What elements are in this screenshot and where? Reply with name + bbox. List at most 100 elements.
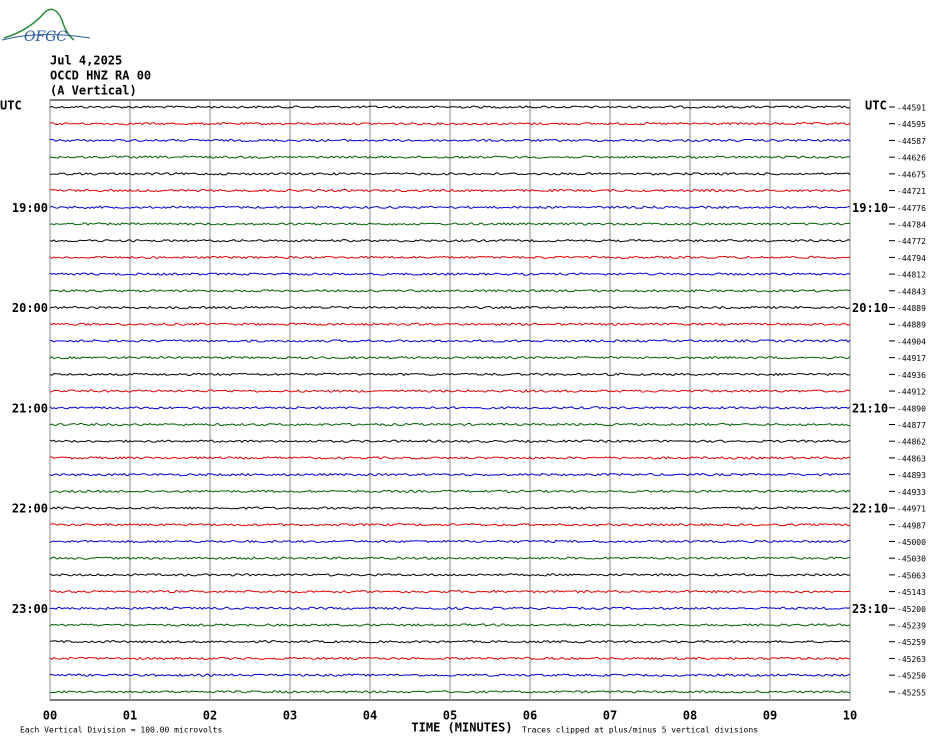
x-tick-label: 02 <box>203 709 217 723</box>
trace <box>49 138 851 143</box>
logo: OFGC <box>1 8 91 45</box>
right-time-label: 19:10 <box>852 201 888 215</box>
left-time-label: 20:00 <box>12 301 48 315</box>
right-time-label: 23:10 <box>852 602 888 616</box>
trace-offset: -44893 <box>897 471 926 480</box>
trace <box>49 690 851 694</box>
trace <box>49 355 851 360</box>
header-line: (A Vertical) <box>50 84 137 98</box>
trace-offset: -45063 <box>897 571 926 580</box>
trace-offset: -45143 <box>897 588 926 597</box>
trace-offset: -44933 <box>897 488 926 497</box>
trace <box>49 673 851 677</box>
trace <box>49 255 851 260</box>
trace-offset: -44626 <box>897 154 926 163</box>
logo-text: OFGC <box>24 29 67 45</box>
trace <box>49 389 851 393</box>
trace <box>49 522 851 527</box>
trace <box>49 238 851 243</box>
x-tick-label: 09 <box>763 709 777 723</box>
trace-offset: -44890 <box>897 404 926 413</box>
trace-offset: -44843 <box>897 287 926 296</box>
left-time-label: 21:00 <box>12 401 48 415</box>
trace-offset: -44794 <box>897 254 926 263</box>
trace-offset: -44784 <box>897 220 926 229</box>
trace <box>49 456 851 460</box>
trace <box>49 272 851 276</box>
x-tick-label: 06 <box>523 709 537 723</box>
trace-offset: -45255 <box>897 688 926 697</box>
x-tick-label: 03 <box>283 709 297 723</box>
clip-note: Traces clipped at plus/minus 5 vertical … <box>522 726 758 735</box>
trace <box>49 472 851 477</box>
trace-offset: -44971 <box>897 505 926 514</box>
x-tick-label: 08 <box>683 709 697 723</box>
trace-offset: -44912 <box>897 388 926 397</box>
trace-offset: -45250 <box>897 672 926 681</box>
trace-offset: -45030 <box>897 555 926 564</box>
trace-offset: -45200 <box>897 605 926 614</box>
trace-offset: -44987 <box>897 521 926 530</box>
trace <box>49 121 851 126</box>
trace-offset: -44595 <box>897 120 926 129</box>
left-time-label: 23:00 <box>12 602 48 616</box>
trace <box>49 439 851 443</box>
right-time-label: 22:10 <box>852 502 888 516</box>
trace-offset: -44591 <box>897 104 926 113</box>
x-tick-label: 04 <box>363 709 377 723</box>
header-line: OCCD HNZ RA 00 <box>50 69 151 83</box>
right-time-label: 21:10 <box>852 401 888 415</box>
trace-offset: -44587 <box>897 137 926 146</box>
trace-offset: -44904 <box>897 337 926 346</box>
trace <box>49 506 851 510</box>
trace-offset: -44721 <box>897 187 926 196</box>
left-unit: UTC <box>0 99 22 113</box>
trace <box>49 639 851 644</box>
trace <box>49 222 851 226</box>
trace <box>49 589 851 594</box>
trace <box>49 172 851 176</box>
trace <box>49 155 851 159</box>
right-time-label: 20:10 <box>852 301 888 315</box>
x-tick-label: 00 <box>43 709 57 723</box>
trace <box>49 322 851 326</box>
trace <box>49 573 851 577</box>
x-axis-label: TIME (MINUTES) <box>411 721 512 735</box>
trace-offset: -45000 <box>897 538 926 547</box>
x-tick-label: 01 <box>123 709 137 723</box>
trace-offset: -44889 <box>897 321 926 330</box>
trace <box>49 556 851 560</box>
trace <box>49 305 851 310</box>
trace-offset: -44889 <box>897 304 926 313</box>
trace <box>49 205 851 209</box>
right-unit: UTC <box>865 99 887 113</box>
header-line: Jul 4,2025 <box>50 54 122 68</box>
scale-note: Each Vertical Division = 100.00 microvol… <box>20 726 222 735</box>
trace-offset: -45263 <box>897 655 926 664</box>
trace <box>49 422 851 427</box>
trace <box>49 339 851 343</box>
trace-offset: -44863 <box>897 454 926 463</box>
trace-offset: -44936 <box>897 371 926 380</box>
x-tick-label: 10 <box>843 709 857 723</box>
trace <box>49 623 851 627</box>
trace-offset: -44877 <box>897 421 926 430</box>
trace-offset: -44772 <box>897 237 926 246</box>
trace <box>49 188 851 193</box>
trace-offset: -44917 <box>897 354 926 363</box>
trace <box>49 105 851 109</box>
trace <box>49 539 851 544</box>
trace <box>49 289 851 293</box>
trace-offset: -45259 <box>897 638 926 647</box>
trace <box>49 489 851 494</box>
x-tick-label: 07 <box>603 709 617 723</box>
x-tick-label: 05 <box>443 709 457 723</box>
trace <box>49 656 851 661</box>
trace <box>49 372 851 377</box>
left-time-label: 19:00 <box>12 201 48 215</box>
trace-offset: -44776 <box>897 204 926 213</box>
left-time-label: 22:00 <box>12 502 48 516</box>
trace-offset: -44812 <box>897 271 926 280</box>
trace-offset: -44862 <box>897 438 926 447</box>
